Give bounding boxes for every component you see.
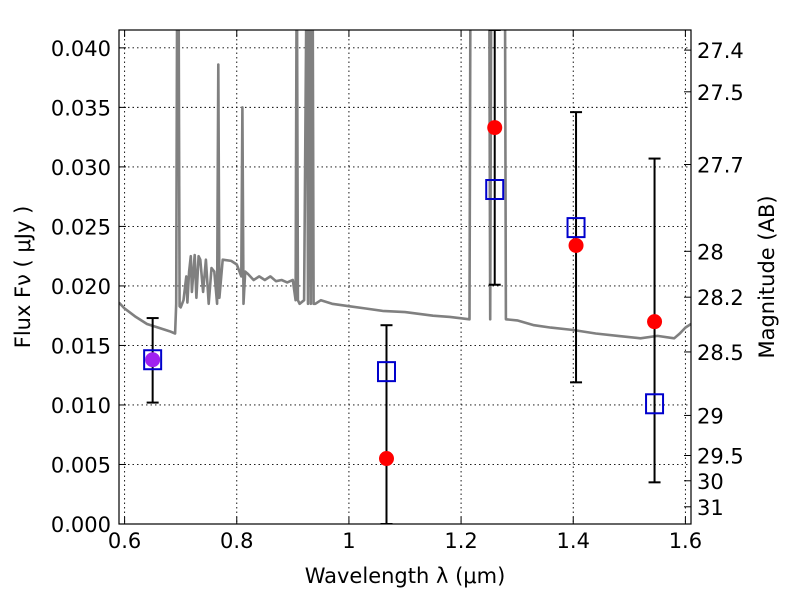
magnitude-tick-label: 29 [697, 404, 724, 428]
magnitude-tick-label: 28.2 [697, 286, 744, 310]
x-tick-label: 0.8 [220, 529, 253, 553]
magnitude-tick-label: 31 [697, 496, 724, 520]
magnitude-tick-label: 27.5 [697, 81, 744, 105]
model-photometry-point [645, 393, 665, 415]
observed-point [647, 314, 663, 330]
y-tick-label: 0.030 [51, 156, 111, 180]
magnitude-tick-label: 27.4 [697, 39, 744, 63]
y-tick-labels: 0.000 0.005 0.010 0.015 0.020 0.025 0.030 0.035… [51, 37, 111, 537]
model-photometry-point [566, 217, 586, 239]
magnitude-tick-label: 29.5 [697, 445, 744, 469]
x-tick-label: 1.6 [669, 529, 702, 553]
model-photometry-point [485, 179, 505, 201]
observed-point [145, 352, 161, 368]
x-tick-label: 1.2 [444, 529, 477, 553]
y-tick-label: 0.005 [51, 453, 111, 477]
sed-model-line [119, 30, 691, 340]
x-tick-label: 1.4 [557, 529, 590, 553]
observed-point [487, 120, 503, 136]
y-tick-label: 0.010 [51, 394, 111, 418]
y-tick-label: 0.025 [51, 215, 111, 239]
y-tick-label: 0.020 [51, 275, 111, 299]
error-bars-layer [146, 30, 661, 524]
tick-marks [119, 30, 691, 525]
sed-model-layer [119, 30, 691, 340]
plot-frame [118, 29, 692, 525]
model-photometry-point [376, 361, 396, 383]
x-axis-label: Wavelength λ (μm) [305, 564, 506, 588]
y-tick-label: 0.035 [51, 96, 111, 120]
x-tick-label: 1 [342, 529, 355, 553]
magnitude-tick-label: 30 [697, 470, 724, 494]
x-tick-labels: 0.6 0.8 1 1.2 1.4 1.6 [108, 529, 702, 553]
y-axis-label: Flux Fν ( μJy ) [11, 206, 35, 349]
y-tick-label: 0.000 [51, 513, 111, 537]
points-layer [143, 120, 665, 467]
magnitude-tick-label: 28.5 [697, 341, 744, 365]
x-tick-label: 0.6 [108, 529, 141, 553]
magnitude-tick-label: 28 [697, 240, 724, 264]
magnitude-tick-label: 27.7 [697, 154, 744, 178]
y-tick-label: 0.015 [51, 334, 111, 358]
observed-point [378, 451, 394, 467]
y-tick-label: 0.040 [51, 37, 111, 61]
magnitude-axis-label: Magnitude (AB) [755, 195, 779, 358]
model-photometry-point [143, 349, 163, 371]
observed-point [568, 237, 584, 253]
